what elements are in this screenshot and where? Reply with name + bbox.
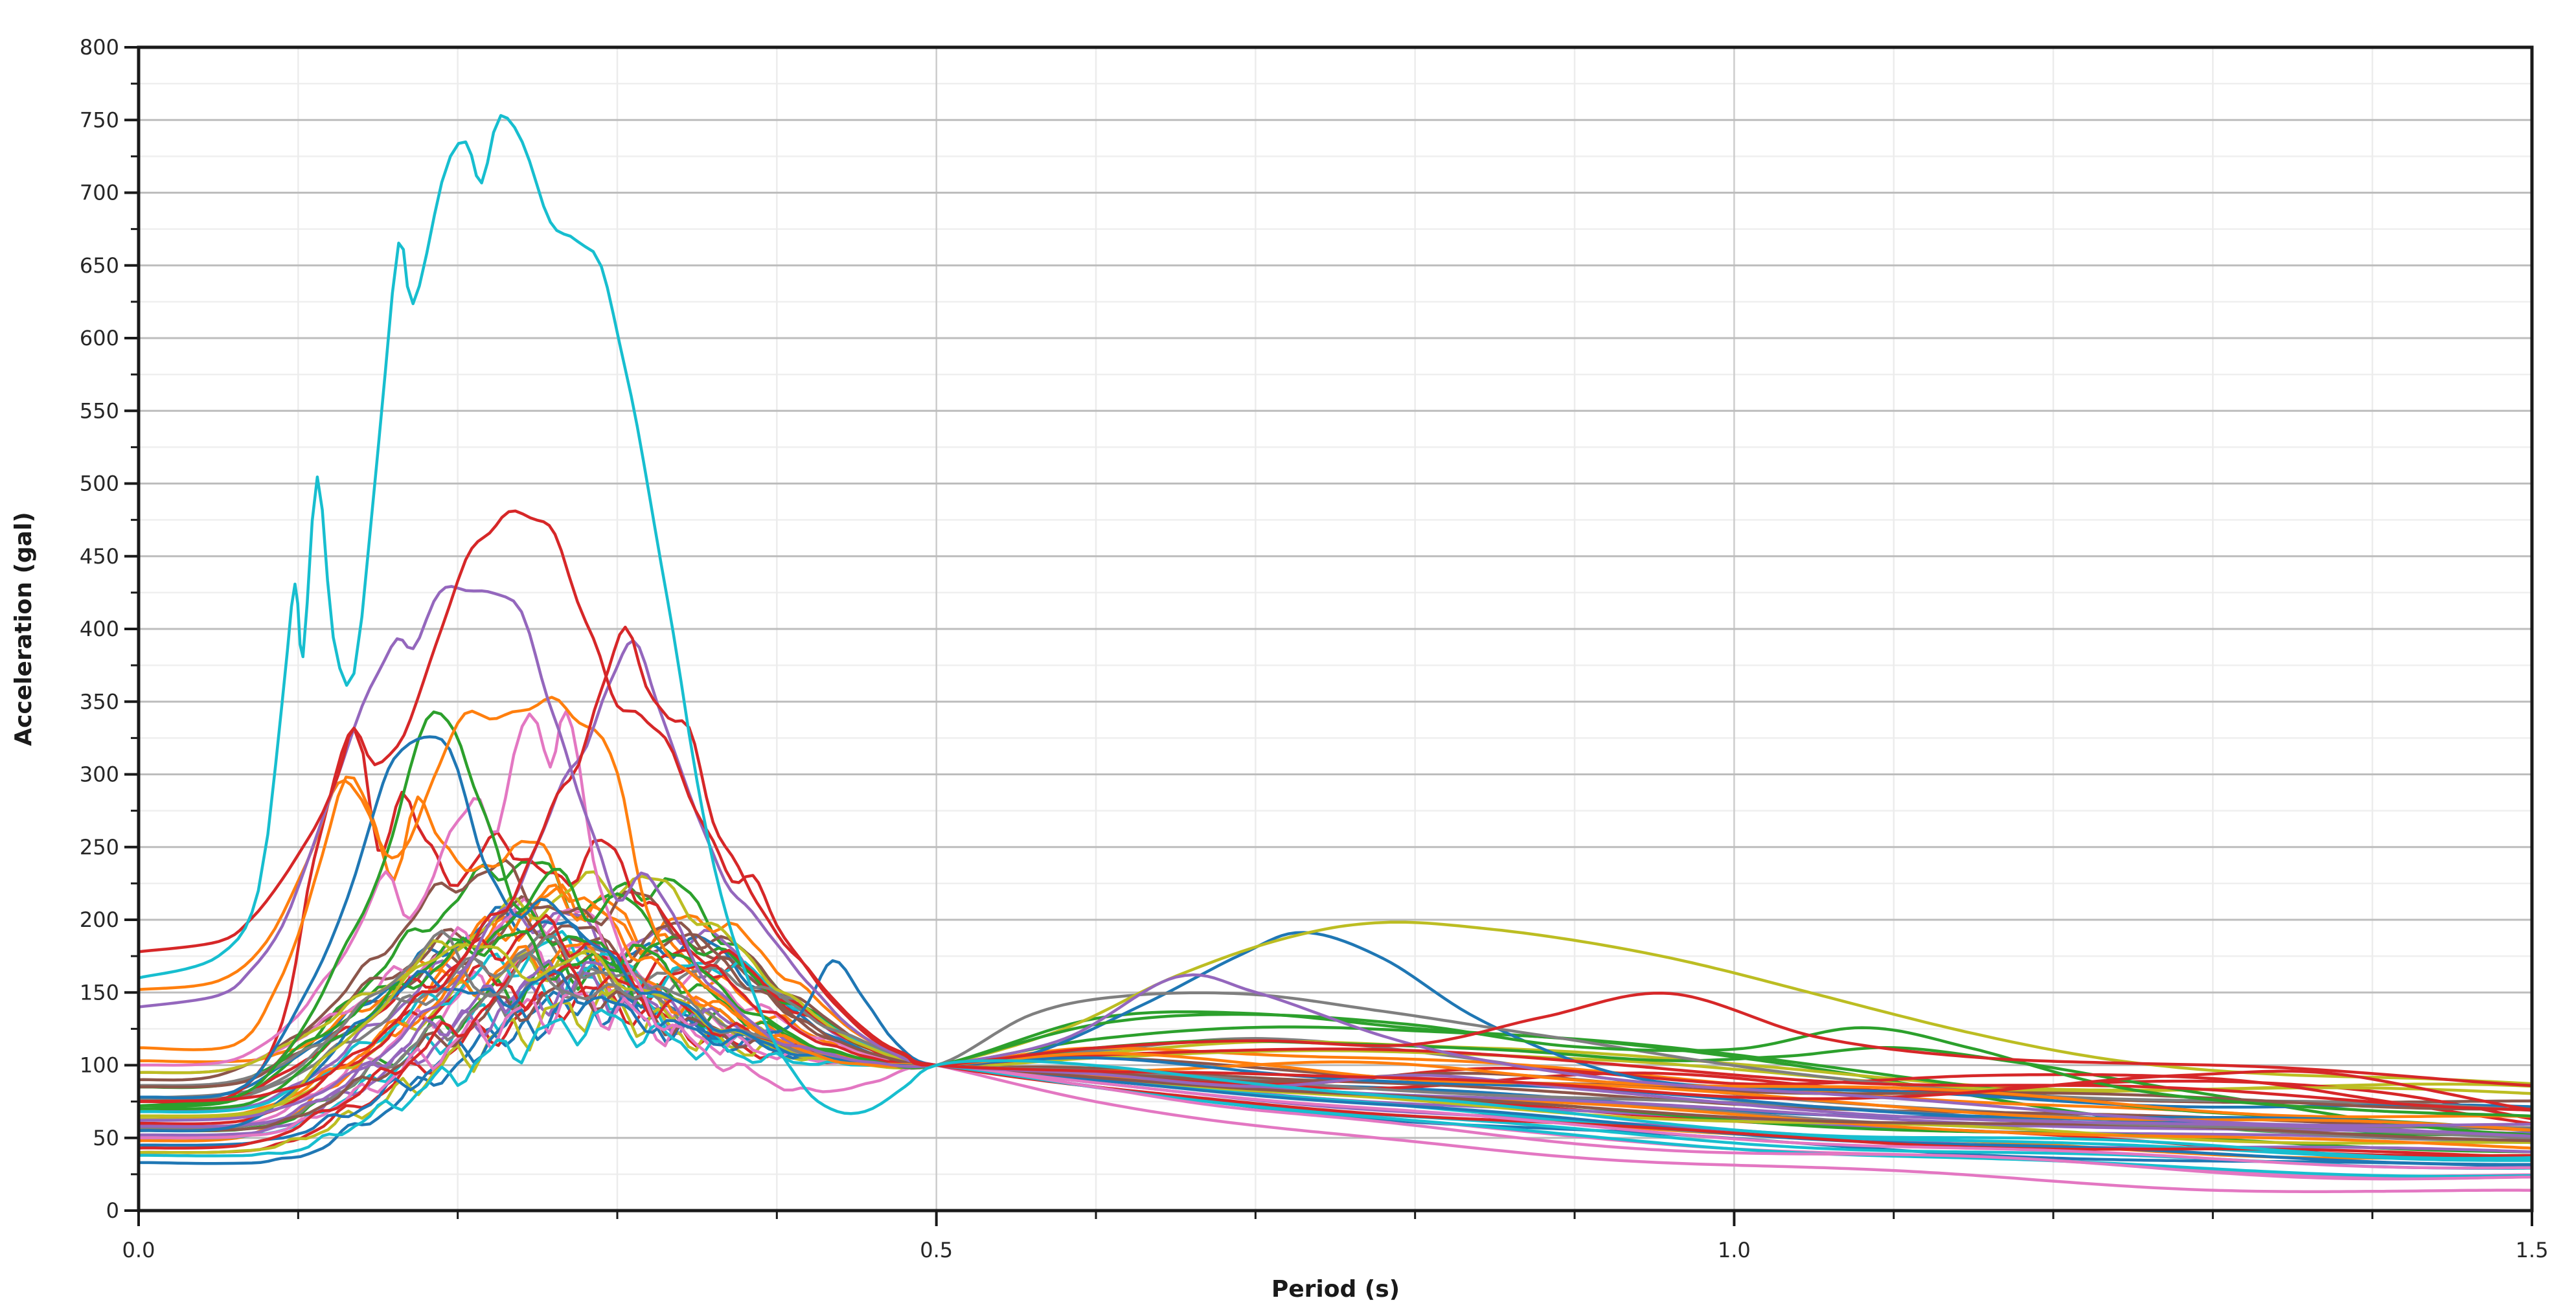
series-line-r46 — [137, 509, 2534, 1088]
y-tick-label: 600 — [80, 326, 119, 350]
series-line-r38 — [137, 775, 2534, 1119]
x-tick-label: 1.0 — [1718, 1238, 1751, 1262]
series-line-r24 — [137, 913, 2534, 1159]
series-line-r34 — [137, 929, 2534, 1112]
series-line-r45 — [137, 585, 2534, 1128]
y-tick-label: 550 — [80, 398, 119, 423]
series-line-r42 — [137, 696, 2534, 1132]
series-line-r20 — [137, 929, 2534, 1162]
x-tick-label: 1.5 — [2516, 1238, 2549, 1262]
y-axis-label: Acceleration (gal) — [10, 512, 37, 746]
x-tick-label: 0.0 — [122, 1238, 155, 1262]
x-axis-label: Period (s) — [1271, 1276, 1400, 1303]
series-line-r36 — [137, 726, 2534, 1112]
series-line-r35 — [137, 858, 2534, 1111]
y-tick-label: 100 — [80, 1053, 119, 1078]
y-tick-label: 400 — [80, 617, 119, 641]
series-layer — [137, 114, 2534, 1193]
tick-label-layer: 0 50 100 150 200 250 300 350 400 450 500 550 600 650 7… — [80, 35, 2549, 1262]
y-tick-label: 250 — [80, 835, 119, 860]
y-tick-label: 350 — [80, 689, 119, 714]
y-tick-label: 750 — [80, 108, 119, 132]
y-tick-label: 300 — [80, 762, 119, 787]
y-tick-label: 150 — [80, 980, 119, 1005]
series-line-r47 — [137, 114, 2534, 1160]
y-tick-label: 700 — [80, 181, 119, 205]
y-tick-label: 800 — [80, 35, 119, 60]
y-tick-label: 200 — [80, 907, 119, 932]
series-line-r29 — [137, 1008, 2534, 1178]
x-tick-label: 0.5 — [920, 1238, 953, 1262]
series-line-r44 — [137, 625, 2534, 1112]
series-line-r27 — [137, 990, 2534, 1170]
y-tick-label: 450 — [80, 544, 119, 569]
series-line-r28 — [137, 870, 2534, 1095]
y-tick-label: 650 — [80, 253, 119, 278]
series-line-r40 — [137, 710, 2534, 1118]
axes-layer — [124, 45, 2534, 1226]
y-tick-label: 500 — [80, 472, 119, 496]
grid-layer — [139, 47, 2533, 1211]
series-line-r39 — [137, 709, 2534, 1181]
y-tick-label: 0 — [106, 1198, 119, 1223]
y-tick-label: 50 — [93, 1126, 119, 1150]
